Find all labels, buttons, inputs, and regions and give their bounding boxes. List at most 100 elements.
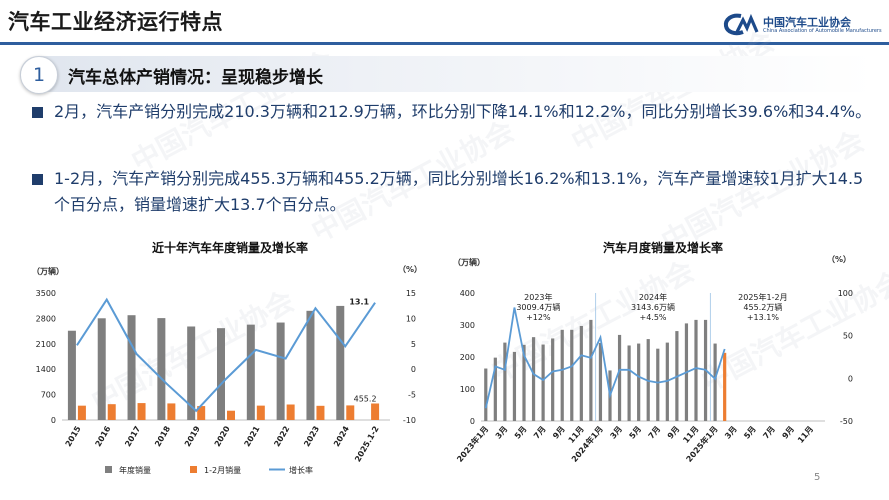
y-tick-left: 200 [460, 353, 475, 362]
growth-rate-line [484, 307, 726, 409]
x-tick-label: 2021 [243, 424, 262, 448]
bar-monthly-sales [627, 345, 631, 421]
bar-annual-sales [187, 326, 196, 420]
x-tick-label: 2022 [272, 425, 291, 449]
y-tick-left: 0 [470, 417, 475, 426]
bar-annual-sales [306, 310, 315, 420]
x-tick-label: 2016 [94, 424, 113, 448]
growth-rate-line [76, 297, 376, 413]
bar-monthly-sales [617, 334, 622, 421]
annual-summary-label: +4.5% [639, 313, 666, 322]
y-tick-right: 0 [411, 365, 416, 374]
bar-jan-feb-sales [137, 403, 146, 420]
bar-monthly-sales [560, 329, 564, 421]
bar-annual-sales [127, 315, 136, 420]
section-title: 汽车总体产销情况：呈现稳步增长 [68, 68, 323, 88]
bar-jan-feb-sales [346, 405, 355, 420]
section-header-bar [20, 56, 875, 92]
bullet-text: 1-2月，汽车产销分别完成455.3万辆和455.2万辆，同比分别增长16.2%… [54, 169, 864, 214]
x-tick-label: 9月 [666, 425, 682, 441]
y-tick-left: 1400 [36, 365, 56, 374]
bar-feb-2025-sales [723, 352, 727, 421]
bar-jan-feb-sales [107, 404, 116, 420]
y-axis-right-label: （%） [827, 254, 851, 264]
logo-text-cn: 中国汽车工业协会 [763, 16, 851, 29]
x-tick-label: 3月 [608, 425, 624, 441]
x-tick-label: 5月 [742, 425, 758, 441]
annual-summary-label: +13.1% [747, 313, 780, 322]
annual-summary-label: 3143.6万辆 [631, 302, 675, 312]
x-tick-label: 9月 [780, 425, 796, 441]
y-axis-left-label: （万辆） [453, 257, 485, 267]
bar-monthly-sales [493, 357, 497, 421]
x-tick-label: 9月 [551, 425, 567, 441]
y-tick-right: -10 [403, 416, 416, 425]
monthly-sales-chart-svg: 汽车月度销量及增长率 （万辆） （%） 0 100 200 300 400 -50 0 50 100 2… [453, 240, 853, 464]
caam-logo: 中国汽车工业协会 China Association of Automobile… [723, 12, 883, 40]
bar-jan-feb-sales [197, 406, 206, 420]
annual-summary-label: 2024年 [639, 292, 667, 302]
annual-summary-label: 2025年1-2月 [738, 292, 787, 302]
annual-summary-label: 455.2万辆 [743, 302, 782, 312]
legend-swatch [190, 466, 197, 473]
legend-label: 1-2月销量 [204, 465, 241, 475]
y-tick-left: 0 [51, 416, 56, 425]
logo-text-en: China Association of Automobile Manufact… [763, 28, 882, 34]
bar-monthly-sales [570, 329, 574, 421]
bar-jan-feb-sales [371, 403, 380, 420]
chart-title: 汽车月度销量及增长率 [603, 240, 723, 255]
bar-monthly-sales [579, 325, 583, 421]
bar-annual-sales [157, 318, 166, 420]
y-tick-left: 2100 [36, 340, 56, 349]
bullet-square-icon [32, 174, 43, 185]
y-tick-left: 300 [460, 321, 475, 330]
bar-monthly-sales [484, 368, 488, 421]
legend-swatch [105, 466, 112, 473]
y-tick-left: 700 [41, 391, 56, 400]
bar-monthly-sales [522, 344, 526, 421]
bar-monthly-sales [637, 343, 641, 421]
bar-jan-feb-sales [167, 403, 176, 420]
bar-annual-sales [67, 330, 76, 420]
y-tick-left: 3500 [36, 289, 56, 298]
bullet-square-icon [32, 107, 43, 118]
header-divider [0, 42, 889, 45]
bar-jan-feb-sales [286, 404, 295, 420]
x-tick-label: 7月 [647, 425, 663, 441]
x-tick-label: 7月 [761, 425, 777, 441]
annual-sales-chart-svg: 近十年汽车年度销量及增长率 （万辆） （%） 0 700 1400 2100 2800 3500… [32, 240, 422, 475]
legend-label: 年度销量 [119, 465, 151, 475]
x-tick-label: 2017 [123, 425, 142, 449]
bar-monthly-sales [598, 342, 603, 421]
bar-monthly-sales [551, 338, 555, 421]
bar-monthly-sales [694, 319, 698, 421]
bar-annual-sales [217, 328, 225, 420]
bar-jan-feb-sales [77, 405, 86, 420]
monthly-sales-chart: 汽车月度销量及增长率 （万辆） （%） 0 100 200 300 400 -50 0 50 100 2… [453, 230, 873, 485]
bar-monthly-sales [503, 342, 507, 421]
bar-jan-feb-sales [256, 405, 265, 420]
annual-summary-label: 3009.4万辆 [516, 302, 560, 312]
x-tick-label: 3月 [723, 425, 739, 441]
x-tick-label: 2019 [183, 424, 202, 448]
x-tick-label: 2015 [64, 424, 83, 448]
y-tick-right: 10 [406, 314, 416, 323]
y-tick-right: 100 [838, 289, 853, 298]
chart-title: 近十年汽车年度销量及增长率 [152, 240, 308, 255]
y-tick-right: 50 [843, 332, 853, 341]
y-tick-left: 100 [460, 385, 475, 394]
bar-jan-feb-sales [316, 405, 325, 420]
x-tick-label: 2023年1月 [454, 424, 490, 464]
y-tick-right: -5 [408, 391, 416, 400]
bullet-text: 2月，汽车产销分别完成210.3万辆和212.9万辆，环比分别下降14.1%和1… [54, 102, 872, 121]
x-tick-label: 5月 [628, 425, 644, 441]
sales-data-label: 455.2 [354, 394, 377, 403]
bar-monthly-sales [656, 348, 660, 421]
page-number: 5 [814, 472, 821, 483]
x-tick-label: 3月 [494, 425, 510, 441]
legend-label: 增长率 [289, 465, 313, 475]
bar-monthly-sales [531, 337, 536, 421]
bar-annual-sales [97, 318, 106, 420]
y-tick-left: 2800 [36, 314, 56, 323]
annual-sales-chart: 近十年汽车年度销量及增长率 （万辆） （%） 0 700 1400 2100 2800 3500… [20, 230, 440, 485]
